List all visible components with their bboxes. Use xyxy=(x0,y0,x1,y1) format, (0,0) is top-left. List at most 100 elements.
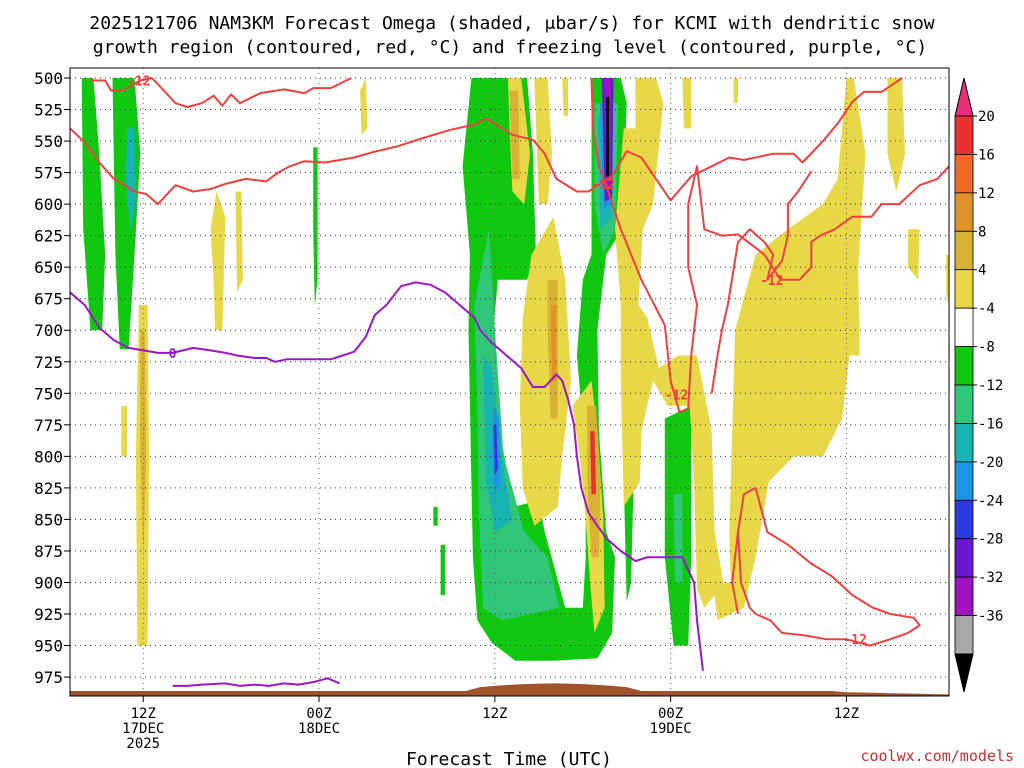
colorbar-label-1: 16 xyxy=(978,147,995,163)
colorbar-label-13: -36 xyxy=(978,609,1003,625)
omega-region-18 xyxy=(440,544,445,596)
colorbar-bin-13 xyxy=(954,615,974,655)
omega-region-31 xyxy=(550,305,557,381)
x-tick-label-24-1: 18DEC xyxy=(298,721,340,737)
terrain-fill xyxy=(70,683,949,696)
y-tick-label-825: 825 xyxy=(34,479,63,498)
terrain-ground xyxy=(70,683,949,696)
chart-title-line-2: growth region (contoured, red, °C) and f… xyxy=(93,37,927,58)
pressure-axis: 500 525 550 575 600 625 650 675 700 725 750 775 800 8… xyxy=(34,69,70,687)
y-tick-label-650: 650 xyxy=(34,258,63,277)
x-tick-label-12-0: 12Z xyxy=(131,706,156,722)
colorbar-label-8: -16 xyxy=(978,416,1003,432)
contour-0-8 xyxy=(172,677,340,687)
omega-region-22 xyxy=(210,191,226,331)
colorbar-bin-5 xyxy=(954,307,974,347)
colorbar-label-0: 20 xyxy=(978,109,995,125)
contour-0-7 xyxy=(70,281,704,671)
omega-region-2 xyxy=(125,128,136,230)
contour-label-6: -12 xyxy=(843,633,866,648)
x-axis-label: Forecast Time (UTC) xyxy=(406,749,612,768)
y-tick-label-525: 525 xyxy=(34,101,63,120)
omega-region-1 xyxy=(112,78,141,350)
omega-region-24 xyxy=(121,405,128,457)
omega-region-39 xyxy=(887,78,905,192)
colorbar-bin-8 xyxy=(954,423,974,463)
contour-label-5: -12 xyxy=(760,274,783,289)
omega-region-28 xyxy=(534,78,552,205)
omega-region-25 xyxy=(360,78,368,135)
x-tick-label-12-1: 17DEC xyxy=(122,721,164,737)
omega-region-29 xyxy=(519,216,571,526)
contour-label-0: -12 xyxy=(127,75,150,90)
colorbar-bin-10 xyxy=(954,499,974,540)
omega-region-23 xyxy=(235,191,243,293)
x-tick-label-36-0: 12Z xyxy=(482,706,507,722)
contour--12-5 xyxy=(710,170,813,394)
colorbar-label-4: 4 xyxy=(978,263,986,279)
y-tick-label-675: 675 xyxy=(34,290,63,309)
colorbar-label-10: -24 xyxy=(978,493,1003,509)
colorbar-bin-0 xyxy=(954,115,974,155)
y-tick-label-700: 700 xyxy=(34,321,63,340)
colorbar-bin-12 xyxy=(954,576,974,616)
colorbar-bin-3 xyxy=(954,230,974,271)
y-tick-label-500: 500 xyxy=(34,69,63,88)
omega-region-38 xyxy=(733,78,738,104)
y-tick-label-550: 550 xyxy=(34,132,63,151)
x-tick-label-48-1: 19DEC xyxy=(650,721,692,737)
colorbar-bin-1 xyxy=(954,154,974,194)
contour--12-3 xyxy=(590,77,689,414)
omega-region-40 xyxy=(908,229,920,280)
y-tick-label-775: 775 xyxy=(34,416,63,435)
colorbar-bin-7 xyxy=(954,384,974,424)
colorbar-label-5: -4 xyxy=(978,301,995,317)
omega-region-19 xyxy=(433,506,438,526)
omega-region-35 xyxy=(590,431,596,495)
omega-region-17 xyxy=(673,494,683,583)
omega-shading xyxy=(81,78,949,661)
colorbar-label-6: -8 xyxy=(978,340,995,356)
contour-label-3: -12 xyxy=(592,178,615,193)
y-tick-label-800: 800 xyxy=(34,447,63,466)
omega-region-0 xyxy=(81,78,106,331)
colorbar-label-11: -28 xyxy=(978,532,1003,548)
y-tick-label-950: 950 xyxy=(34,637,63,656)
y-tick-label-875: 875 xyxy=(34,542,63,561)
x-tick-label-12-2: 2025 xyxy=(126,736,160,752)
omega-region-14 xyxy=(606,96,610,177)
chart-title-line-1: 2025121706 NAM3KM Forecast Omega (shaded… xyxy=(89,13,934,34)
y-tick-label-725: 725 xyxy=(34,353,63,372)
colorbar-label-9: -20 xyxy=(978,455,1003,471)
colorbar-bin-2 xyxy=(954,192,974,232)
plot-frame xyxy=(69,67,950,697)
contour-label-7: 0 xyxy=(169,347,177,362)
colorbar: 20 16 12 8 4 -4 -8 -12 -16 -20 -24 -28 -32 -36 xyxy=(954,77,1003,693)
y-tick-label-575: 575 xyxy=(34,164,63,183)
colorbar-label-7: -12 xyxy=(978,378,1003,394)
colorbar-label-12: -32 xyxy=(978,570,1003,586)
x-tick-label-48-0: 00Z xyxy=(658,706,683,722)
y-tick-label-850: 850 xyxy=(34,510,63,529)
colorbar-bin-6 xyxy=(954,346,974,386)
contour--12-2 xyxy=(70,77,903,206)
omega-region-8 xyxy=(493,424,498,476)
omega-region-37 xyxy=(682,78,692,129)
omega-region-3 xyxy=(313,147,318,305)
colorbar-top-arrow xyxy=(954,77,974,117)
colorbar-label-2: 12 xyxy=(978,186,995,202)
omega-region-32 xyxy=(562,78,569,116)
temperature-contours: -12 -12 -12 -12 -12 0 xyxy=(70,75,949,687)
omega-region-41 xyxy=(946,254,949,305)
colorbar-bin-9 xyxy=(954,461,974,501)
y-tick-label-900: 900 xyxy=(34,573,63,592)
colorbar-bin-4 xyxy=(954,269,974,309)
contour--12-1 xyxy=(151,77,352,108)
credit-text: coolwx.com/models xyxy=(860,747,1014,765)
y-tick-label-625: 625 xyxy=(34,227,63,246)
colorbar-bin-11 xyxy=(954,538,974,578)
contour--12-0 xyxy=(90,77,153,92)
colorbar-label-3: 8 xyxy=(978,224,986,240)
